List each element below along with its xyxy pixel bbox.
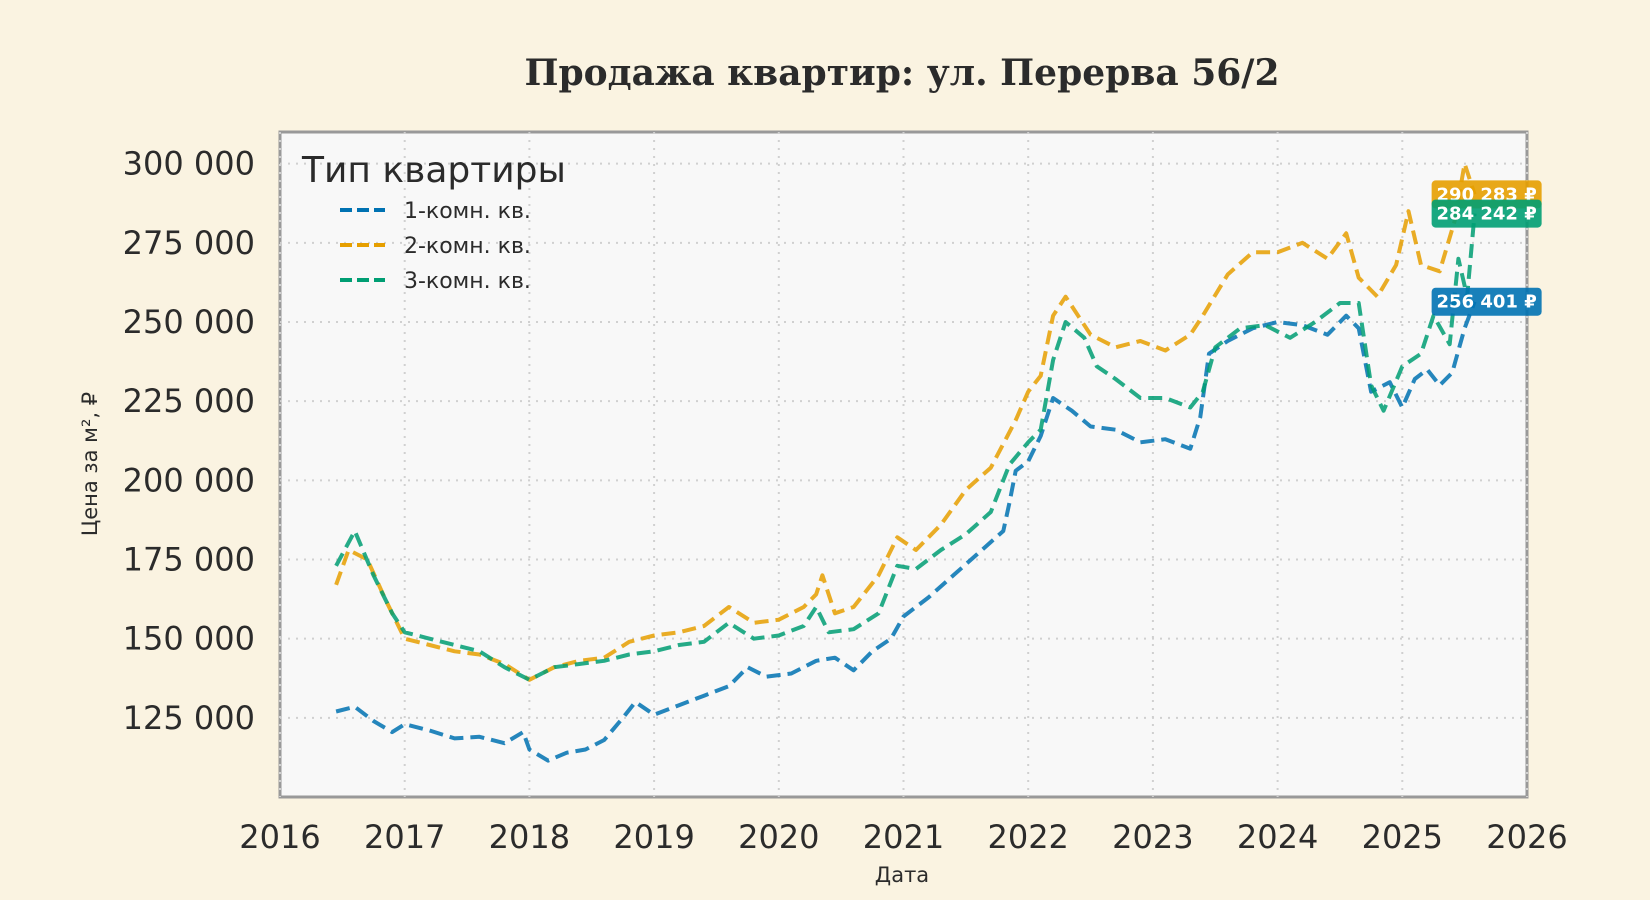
legend-label-1: 1-комн. кв.: [404, 199, 531, 224]
x-tick-label: 2024: [1237, 818, 1318, 856]
end-value-labels: 256 401 ₽290 283 ₽284 242 ₽: [1431, 180, 1542, 316]
end-label-1: 256 401 ₽: [1431, 287, 1542, 316]
x-tick-label: 2023: [1112, 818, 1193, 856]
x-tick-label: 2018: [489, 818, 570, 856]
y-tick-label: 300 000: [123, 145, 255, 183]
end-label-text: 256 401 ₽: [1437, 292, 1537, 313]
legend: Тип квартиры 1-комн. кв. 2-комн. кв. 3-ком…: [301, 150, 566, 294]
series-line-1: [335, 300, 1477, 763]
series-line-2: [334, 161, 1477, 682]
y-axis-ticks: 125 000 150 000 175 000 200 000 225 000 250 0…: [123, 145, 255, 737]
legend-label-3: 3-комн. кв.: [404, 269, 531, 294]
y-axis-title: Цена за м², ₽: [78, 392, 102, 536]
y-tick-label: 225 000: [123, 382, 255, 420]
y-tick-label: 200 000: [123, 461, 255, 499]
series-line-3: [334, 213, 1477, 682]
x-tick-label: 2021: [863, 818, 944, 856]
y-tick-label: 175 000: [123, 541, 255, 579]
x-tick-label: 2020: [738, 818, 819, 856]
y-tick-label: 250 000: [123, 303, 255, 341]
x-axis-title: Дата: [875, 863, 929, 887]
x-axis-ticks: 2016 2017 2018 2019 2020 2021 2022 2023 2024 2025…: [239, 818, 1567, 856]
x-tick-label: 2025: [1362, 818, 1443, 856]
end-label-box: [1431, 199, 1542, 228]
x-tick-label: 2016: [239, 818, 320, 856]
series-lines: [334, 161, 1477, 763]
x-tick-label: 2022: [987, 818, 1068, 856]
x-tick-label: 2019: [613, 818, 694, 856]
legend-label-2: 2-комн. кв.: [404, 234, 531, 259]
end-label-box: [1431, 287, 1542, 316]
y-tick-label: 150 000: [123, 620, 255, 658]
x-tick-label: 2017: [364, 818, 445, 856]
y-tick-label: 275 000: [123, 224, 255, 262]
end-label-text: 284 242 ₽: [1437, 204, 1537, 225]
chart-title: Продажа квартир: ул. Перерва 56/2: [524, 52, 1279, 94]
y-tick-label: 125 000: [123, 699, 255, 737]
x-tick-label: 2026: [1486, 818, 1567, 856]
end-label-3: 284 242 ₽: [1431, 199, 1542, 228]
legend-title: Тип квартиры: [301, 150, 566, 191]
plot-area: [278, 130, 1529, 799]
